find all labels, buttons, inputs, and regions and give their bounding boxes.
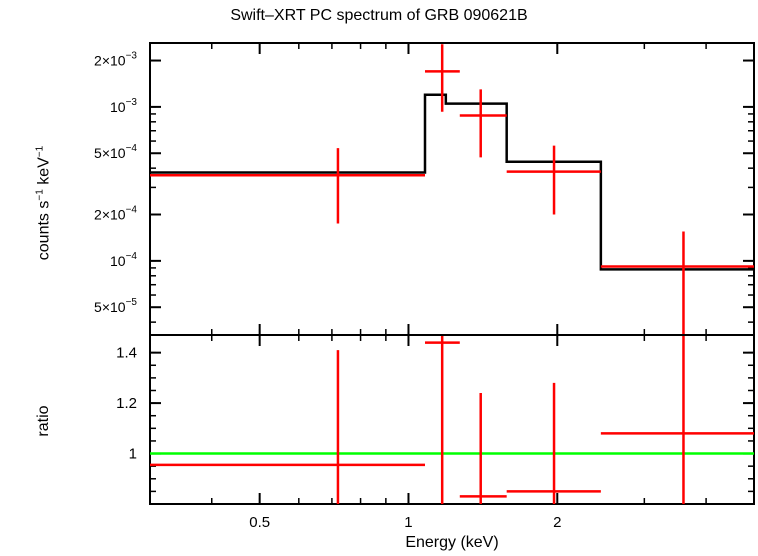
ratio-tick-label: 1.4	[116, 345, 137, 362]
x-tick-label: 2	[553, 514, 561, 531]
spectrum-plot-area	[150, 44, 754, 335]
y-tick-label: 5×10−4	[94, 143, 137, 161]
chart-title: Swift–XRT PC spectrum of GRB 090621B	[230, 7, 528, 24]
y-tick-label: 10−3	[110, 97, 137, 115]
ratio-data-point	[424, 335, 460, 504]
model-step-line	[150, 93, 754, 271]
ratio-data-point	[506, 382, 601, 504]
spectrum-data-point	[459, 89, 507, 158]
ratio-tick-label: 1.2	[116, 395, 137, 412]
y-tick-label: 2×10−3	[94, 51, 137, 69]
y-tick-label: 5×10−5	[94, 297, 137, 315]
y-tick-label: 2×10−4	[94, 205, 137, 223]
ratio-panel-frame	[149, 334, 755, 505]
y-tick-label: 10−4	[110, 251, 137, 269]
ratio-plot-area	[150, 335, 754, 504]
spectrum-panel-frame	[149, 42, 755, 336]
x-axis-label: Energy (keV)	[405, 534, 499, 551]
x-tick-label: 1	[404, 514, 412, 531]
ratio-data-point	[150, 350, 425, 504]
spectrum-data-point	[506, 145, 601, 215]
x-tick-label: 0.5	[249, 514, 270, 531]
spectrum-y-axis-label: counts s−1 keV−1	[34, 145, 53, 261]
spectrum-data-point	[600, 231, 754, 335]
spectrum-data-point	[150, 148, 425, 224]
ratio-y-axis-label: ratio	[35, 405, 52, 437]
ratio-data-point	[459, 393, 507, 504]
ratio-tick-label: 1	[129, 446, 137, 463]
ratio-data-point	[600, 335, 754, 504]
spectrum-data-point	[424, 44, 460, 112]
